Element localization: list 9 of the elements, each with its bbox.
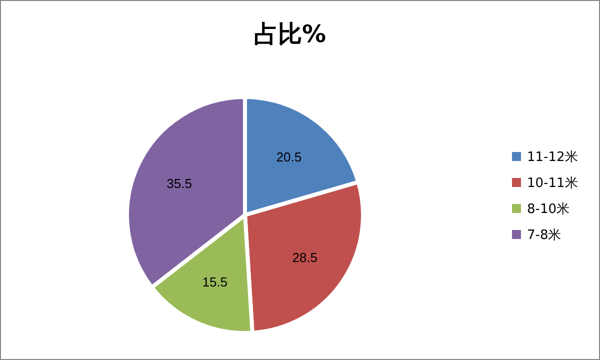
legend-label: 8-10米 bbox=[527, 202, 570, 217]
data-label: 35.5 bbox=[166, 176, 192, 191]
legend-label: 11-12米 bbox=[527, 150, 578, 165]
data-label: 15.5 bbox=[202, 274, 228, 290]
data-label: 20.5 bbox=[276, 149, 302, 164]
data-label: 28.5 bbox=[292, 250, 318, 266]
chart-title: 占比% bbox=[254, 20, 326, 48]
legend-label: 10-11米 bbox=[527, 176, 578, 191]
legend-label: 7-8米 bbox=[527, 228, 562, 243]
